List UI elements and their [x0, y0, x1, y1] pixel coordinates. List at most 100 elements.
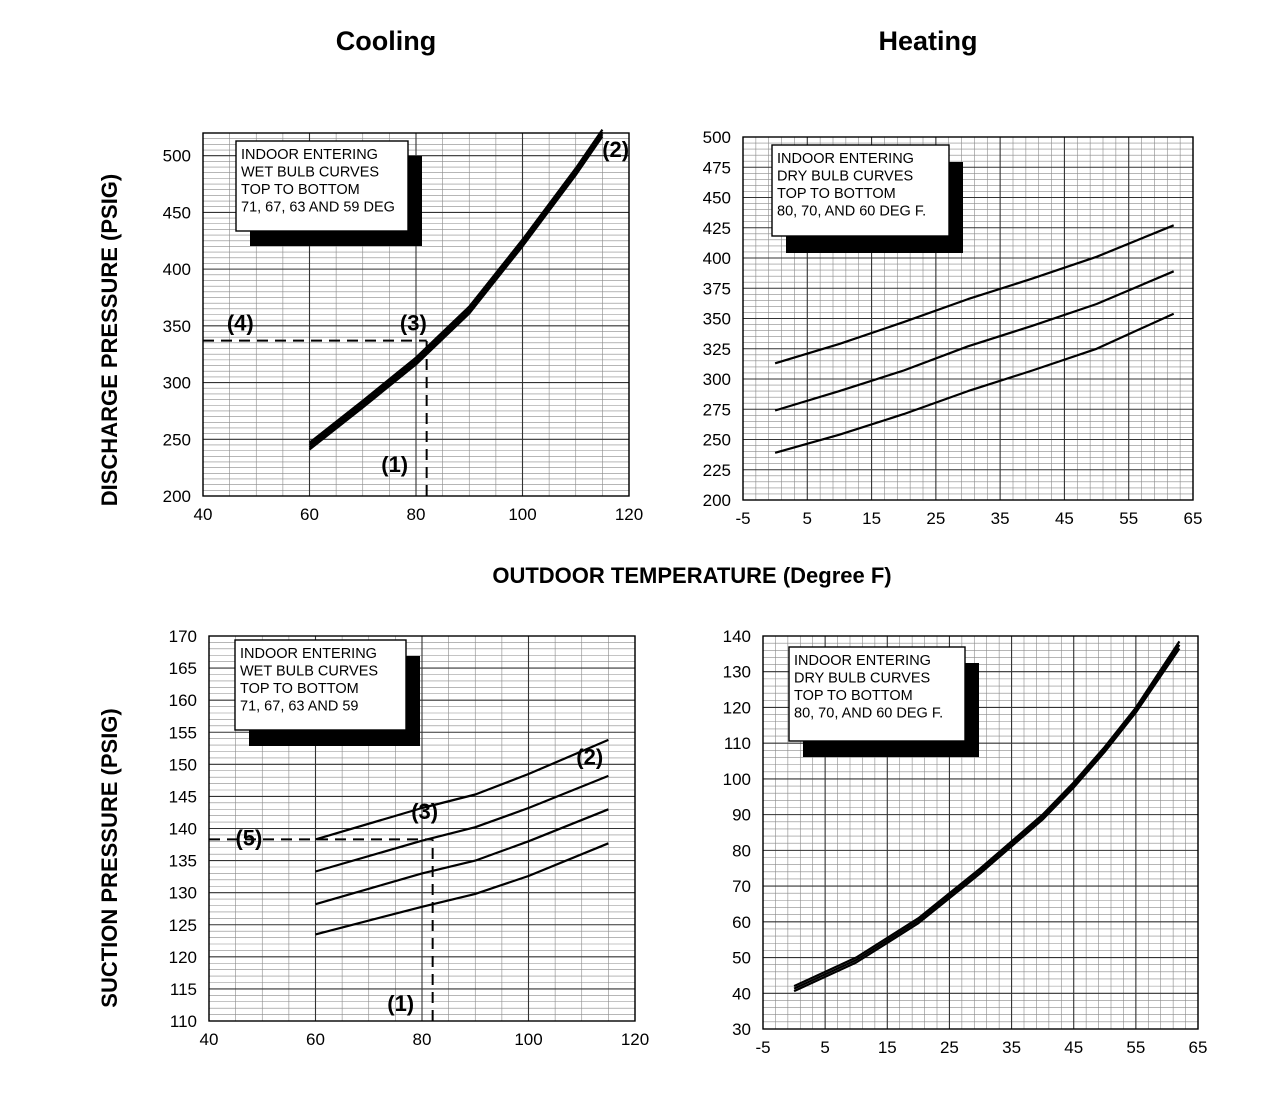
y-tick-label: 70 — [732, 877, 751, 896]
y-tick-label: 325 — [703, 340, 731, 359]
series-line-80 — [774, 224, 1175, 365]
series-line-63 — [315, 808, 609, 906]
y-tick-label: 250 — [163, 430, 191, 449]
legend-text-line: INDOOR ENTERING — [794, 653, 931, 669]
y-tick-label: 90 — [732, 806, 751, 825]
legend-text-line: INDOOR ENTERING — [241, 147, 378, 163]
legend-box — [788, 646, 966, 742]
y-tick-label: 375 — [703, 279, 731, 298]
y-tick-label: 450 — [703, 189, 731, 208]
series-line-71 — [315, 738, 609, 841]
heating-title: Heating — [878, 26, 977, 56]
y-axis-title-discharge: DISCHARGE PRESSURE (PSIG) — [97, 174, 122, 507]
legend-text-line: 71, 67, 63 AND 59 DEG — [241, 200, 395, 216]
y-tick-label: 200 — [163, 487, 191, 506]
x-tick-label: 100 — [514, 1030, 542, 1049]
legend-text-line: DRY BULB CURVES — [777, 169, 913, 185]
cooling-discharge-chart: 40 60 80 100 120 200 250 300 350 400 450 500 INDOOR … — [163, 128, 643, 524]
y-tick-label: 350 — [163, 317, 191, 336]
y-tick-label: 80 — [732, 841, 751, 860]
cooling-suction-chart: 40 60 80 100 120 110 115 120 125 130 135 140 145 150 1… — [169, 627, 650, 1049]
y-tick-label: 135 — [169, 852, 197, 871]
x-tick-label: 15 — [862, 509, 881, 528]
y-tick-label: 130 — [723, 663, 751, 682]
step-marker: (1) — [387, 991, 414, 1016]
step-marker: (2) — [602, 137, 629, 162]
y-tick-label: 400 — [163, 260, 191, 279]
x-tick-label: 55 — [1126, 1038, 1145, 1057]
x-tick-label: 80 — [413, 1030, 432, 1049]
x-tick-label: 15 — [878, 1038, 897, 1057]
y-tick-label: 110 — [170, 1012, 197, 1031]
x-tick-label: 60 — [300, 505, 319, 524]
y-tick-label: 100 — [723, 770, 751, 789]
x-tick-label: 60 — [306, 1030, 325, 1049]
step-marker: (1) — [381, 452, 408, 477]
x-tick-label: 100 — [508, 505, 536, 524]
y-tick-label: 275 — [703, 400, 731, 419]
series-line-70 — [793, 644, 1181, 990]
legend-text-line: TOP TO BOTTOM — [794, 688, 913, 704]
y-tick-label: 115 — [170, 980, 197, 999]
x-tick-label: -5 — [755, 1038, 770, 1057]
y-tick-label: 300 — [703, 370, 731, 389]
plot-frame — [762, 635, 1199, 1030]
y-tick-label: 145 — [169, 787, 197, 806]
plot-frame — [202, 132, 630, 497]
x-tick-label: 5 — [803, 509, 812, 528]
series-line-60 — [793, 647, 1181, 993]
x-tick-label: 55 — [1119, 509, 1138, 528]
legend-text-line: 71, 67, 63 AND 59 — [240, 699, 359, 715]
y-tick-label: 350 — [703, 310, 731, 329]
step-marker: (4) — [227, 310, 254, 335]
x-tick-label: 25 — [940, 1038, 959, 1057]
series-line-59 — [308, 135, 604, 451]
legend-text-line: DRY BULB CURVES — [794, 671, 930, 687]
legend-text-line: TOP TO BOTTOM — [777, 186, 896, 202]
x-tick-label: 65 — [1189, 1038, 1208, 1057]
series-line-63 — [308, 133, 604, 449]
y-tick-label: 225 — [703, 461, 731, 480]
series-line-71 — [308, 128, 604, 444]
y-tick-label: 475 — [703, 158, 731, 177]
y-tick-label: 120 — [723, 698, 751, 717]
plot-frame — [208, 635, 636, 1022]
x-tick-label: -5 — [735, 509, 750, 528]
x-tick-label: 120 — [621, 1030, 649, 1049]
x-tick-label: 25 — [926, 509, 945, 528]
y-tick-label: 125 — [169, 916, 197, 935]
x-tick-label: 120 — [615, 505, 643, 524]
y-tick-label: 155 — [169, 723, 197, 742]
step-marker: (3) — [400, 310, 427, 335]
plot-frame — [742, 136, 1194, 501]
y-tick-label: 165 — [169, 659, 197, 678]
heating-discharge-chart: -5 5 15 25 35 45 55 65 200 225 250 275 300 325 350 375 4… — [703, 128, 1203, 528]
y-tick-label: 50 — [732, 949, 751, 968]
y-tick-label: 250 — [703, 431, 731, 450]
y-axis-title-suction: SUCTION PRESSURE (PSIG) — [97, 708, 122, 1007]
series-line-70 — [774, 270, 1175, 412]
y-tick-label: 425 — [703, 219, 731, 238]
y-tick-label: 500 — [703, 128, 731, 147]
y-tick-label: 300 — [163, 374, 191, 393]
legend-text-line: WET BULB CURVES — [241, 165, 379, 181]
x-axis-title: OUTDOOR TEMPERATURE (Degree F) — [492, 563, 891, 588]
y-tick-label: 450 — [163, 203, 191, 222]
series-line-60 — [774, 312, 1175, 454]
legend-box — [235, 140, 409, 232]
step-marker: (3) — [411, 799, 438, 824]
series-line-67 — [315, 774, 609, 873]
y-tick-label: 140 — [169, 820, 197, 839]
y-tick-label: 60 — [732, 913, 751, 932]
x-tick-label: 5 — [820, 1038, 829, 1057]
y-tick-label: 120 — [169, 948, 197, 967]
cooling-title: Cooling — [336, 26, 436, 56]
y-tick-label: 140 — [723, 627, 751, 646]
x-tick-label: 80 — [407, 505, 426, 524]
y-tick-label: 170 — [169, 627, 197, 646]
step-marker: (5) — [235, 825, 262, 850]
